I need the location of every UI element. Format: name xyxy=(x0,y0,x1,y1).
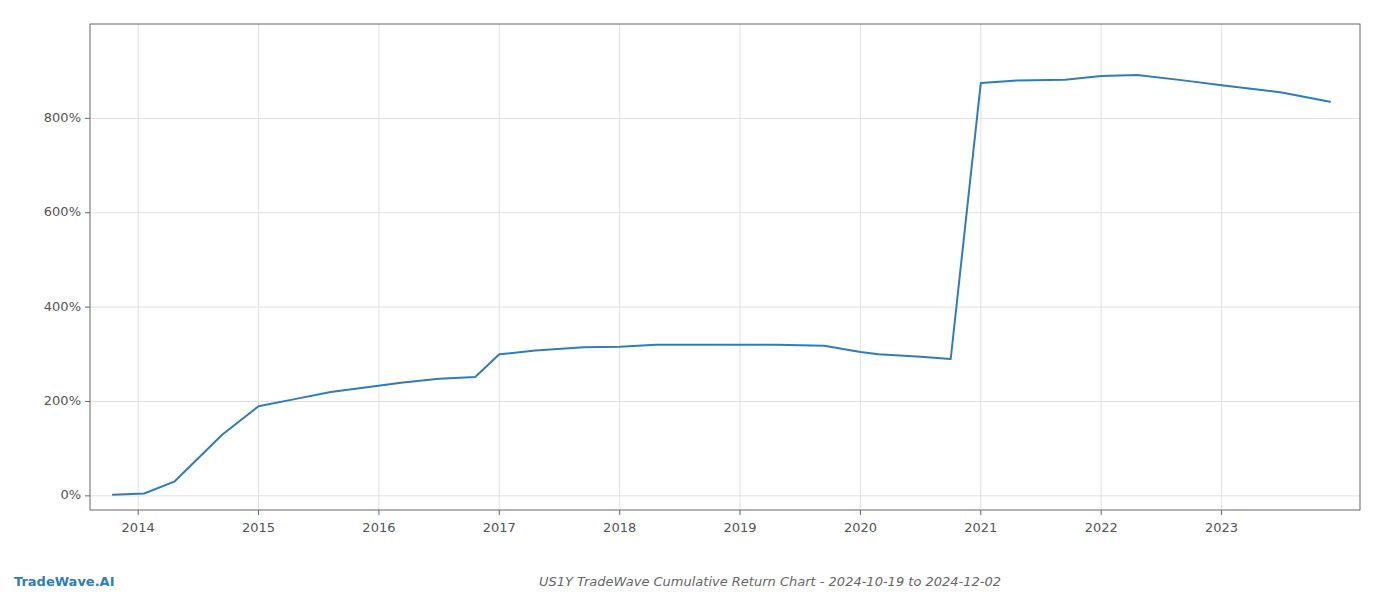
grid-line-y xyxy=(90,118,1360,119)
tick-mark-x xyxy=(980,510,981,515)
grid-line-x xyxy=(1101,24,1102,510)
grid-line-x xyxy=(378,24,379,510)
tick-mark-y xyxy=(85,212,90,213)
tick-mark-x xyxy=(1221,510,1222,515)
tick-label-y: 600% xyxy=(44,204,81,219)
tick-label-x: 2022 xyxy=(1085,520,1118,535)
grid-line-x xyxy=(138,24,139,510)
tick-label-x: 2017 xyxy=(483,520,516,535)
tick-mark-x xyxy=(740,510,741,515)
grid-line-x xyxy=(258,24,259,510)
grid-line-y xyxy=(90,495,1360,496)
plot-frame xyxy=(90,24,1360,510)
tick-label-y: 200% xyxy=(44,393,81,408)
tick-label-x: 2020 xyxy=(844,520,877,535)
tick-label-y: 0% xyxy=(60,487,81,502)
tick-mark-x xyxy=(138,510,139,515)
grid xyxy=(90,24,1360,510)
tick-mark-x xyxy=(378,510,379,515)
tick-label-x: 2023 xyxy=(1205,520,1238,535)
tick-mark-x xyxy=(1101,510,1102,515)
title: US1Y TradeWave Cumulative Return Chart -… xyxy=(539,574,1001,589)
grid-line-x xyxy=(499,24,500,510)
tick-mark-y xyxy=(85,495,90,496)
tick-label-x: 2019 xyxy=(724,520,757,535)
grid-line-x xyxy=(740,24,741,510)
footer: TradeWave.AI xyxy=(14,574,115,589)
tick-label-x: 2021 xyxy=(964,520,997,535)
tick-label-x: 2014 xyxy=(122,520,155,535)
tick-label-x: 2016 xyxy=(362,520,395,535)
chart: 0% 200% 400% 600% 800% 2014 2015 2016 2017 2018 20… xyxy=(0,0,1400,600)
grid-line-y xyxy=(90,212,1360,213)
tick-mark-y xyxy=(85,307,90,308)
grid-line-x xyxy=(619,24,620,510)
tick-mark-x xyxy=(499,510,500,515)
grid-line-x xyxy=(1221,24,1222,510)
tick-label-y: 800% xyxy=(44,110,81,125)
grid-line-x xyxy=(980,24,981,510)
grid-line-y xyxy=(90,307,1360,308)
grid-line-x xyxy=(860,24,861,510)
tick-mark-y xyxy=(85,401,90,402)
line xyxy=(113,75,1330,495)
data-area xyxy=(113,75,1330,495)
tick-label-x: 2018 xyxy=(603,520,636,535)
tick-mark-x xyxy=(619,510,620,515)
tick-mark-x xyxy=(258,510,259,515)
ticks: 0% 200% 400% 600% 800% 2014 2015 2016 2017 2018 20… xyxy=(44,110,1238,535)
tick-mark-x xyxy=(860,510,861,515)
tick-mark-y xyxy=(85,118,90,119)
tick-label-x: 2015 xyxy=(242,520,275,535)
tick-label-y: 400% xyxy=(44,299,81,314)
